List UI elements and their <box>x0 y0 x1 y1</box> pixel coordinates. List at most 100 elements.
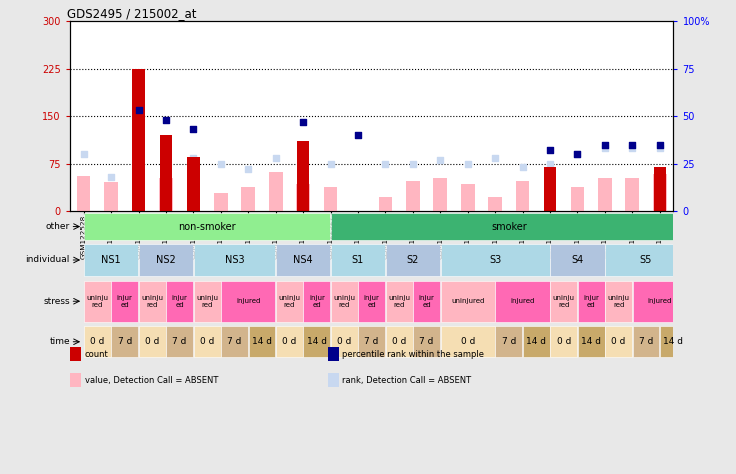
Point <box>544 146 556 154</box>
Text: stress: stress <box>43 297 70 306</box>
Point <box>654 141 665 148</box>
FancyBboxPatch shape <box>111 281 138 322</box>
Point <box>626 145 638 152</box>
Text: rank, Detection Call = ABSENT: rank, Detection Call = ABSENT <box>342 376 471 384</box>
FancyBboxPatch shape <box>605 326 632 357</box>
Text: 7 d: 7 d <box>364 337 379 346</box>
Bar <box>214 193 227 211</box>
Point <box>78 150 90 158</box>
FancyBboxPatch shape <box>330 244 385 276</box>
Text: 7 d: 7 d <box>227 337 241 346</box>
Bar <box>105 182 118 211</box>
FancyBboxPatch shape <box>441 281 495 322</box>
FancyBboxPatch shape <box>330 281 358 322</box>
Bar <box>598 178 612 211</box>
Text: 7 d: 7 d <box>172 337 187 346</box>
Point <box>434 156 446 164</box>
Text: injur
ed: injur ed <box>309 295 325 308</box>
Bar <box>488 197 502 211</box>
FancyBboxPatch shape <box>632 326 659 357</box>
FancyBboxPatch shape <box>413 281 440 322</box>
Text: 14 d: 14 d <box>252 337 272 346</box>
Point <box>160 146 171 154</box>
Bar <box>241 187 255 211</box>
Text: 7 d: 7 d <box>420 337 434 346</box>
Point <box>654 145 665 152</box>
Text: 0 d: 0 d <box>392 337 406 346</box>
Text: injur
ed: injur ed <box>364 295 380 308</box>
Bar <box>378 197 392 211</box>
FancyBboxPatch shape <box>166 326 193 357</box>
FancyBboxPatch shape <box>578 281 604 322</box>
Bar <box>324 187 337 211</box>
Text: percentile rank within the sample: percentile rank within the sample <box>342 350 484 358</box>
Text: 0 d: 0 d <box>145 337 160 346</box>
FancyBboxPatch shape <box>495 281 550 322</box>
Bar <box>654 167 666 211</box>
Point <box>188 154 199 162</box>
Text: uninju
red: uninju red <box>333 295 355 308</box>
Text: non-smoker: non-smoker <box>178 221 236 232</box>
FancyBboxPatch shape <box>111 326 138 357</box>
Text: 0 d: 0 d <box>556 337 571 346</box>
Bar <box>626 178 639 211</box>
Point <box>572 150 584 158</box>
Text: injured: injured <box>510 298 535 304</box>
Point <box>544 160 556 167</box>
FancyBboxPatch shape <box>194 326 221 357</box>
FancyBboxPatch shape <box>358 281 385 322</box>
FancyBboxPatch shape <box>330 213 687 240</box>
Bar <box>132 69 145 211</box>
Point <box>461 160 473 167</box>
FancyBboxPatch shape <box>386 281 413 322</box>
FancyBboxPatch shape <box>632 281 687 322</box>
Point <box>352 131 364 139</box>
Text: 14 d: 14 d <box>526 337 546 346</box>
Text: 14 d: 14 d <box>581 337 601 346</box>
Text: S3: S3 <box>489 255 501 265</box>
FancyBboxPatch shape <box>551 281 577 322</box>
Text: injur
ed: injur ed <box>117 295 132 308</box>
FancyBboxPatch shape <box>605 281 632 322</box>
Text: injured: injured <box>236 298 261 304</box>
Point <box>160 116 171 124</box>
FancyBboxPatch shape <box>441 244 550 276</box>
Point <box>407 160 419 167</box>
Bar <box>186 179 200 211</box>
Point <box>242 165 254 173</box>
Text: 0 d: 0 d <box>91 337 105 346</box>
Bar <box>516 181 529 211</box>
FancyBboxPatch shape <box>194 281 221 322</box>
Text: individual: individual <box>26 255 70 264</box>
Bar <box>160 135 172 211</box>
Bar <box>297 141 309 211</box>
FancyBboxPatch shape <box>660 326 687 357</box>
Text: NS4: NS4 <box>293 255 313 265</box>
FancyBboxPatch shape <box>413 326 440 357</box>
FancyBboxPatch shape <box>249 326 275 357</box>
Point <box>626 141 638 148</box>
Text: S2: S2 <box>407 255 419 265</box>
Text: S4: S4 <box>571 255 584 265</box>
Text: 0 d: 0 d <box>337 337 351 346</box>
Bar <box>77 176 91 211</box>
Text: NS2: NS2 <box>156 255 176 265</box>
Text: 0 d: 0 d <box>461 337 475 346</box>
Point <box>599 141 611 148</box>
Point <box>297 118 309 126</box>
Bar <box>406 181 420 211</box>
Text: uninju
red: uninju red <box>553 295 575 308</box>
Text: uninju
red: uninju red <box>141 295 163 308</box>
Point <box>270 154 282 162</box>
FancyBboxPatch shape <box>139 281 166 322</box>
FancyBboxPatch shape <box>551 244 604 276</box>
FancyBboxPatch shape <box>276 326 302 357</box>
Point <box>380 160 392 167</box>
FancyBboxPatch shape <box>84 244 138 276</box>
Point <box>572 150 584 158</box>
FancyBboxPatch shape <box>495 326 523 357</box>
Point <box>297 156 309 164</box>
Text: NS3: NS3 <box>224 255 244 265</box>
Point <box>215 160 227 167</box>
FancyBboxPatch shape <box>358 326 385 357</box>
